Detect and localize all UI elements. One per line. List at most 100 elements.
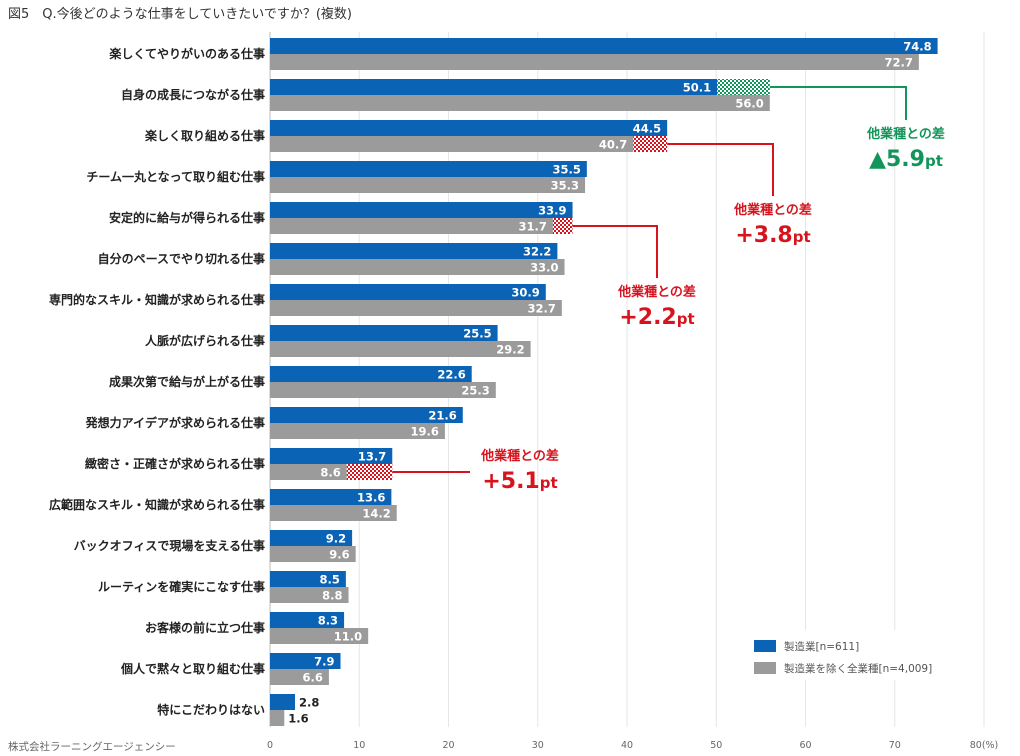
bar-all-industries: [270, 136, 634, 152]
value-label-manufacturing: 50.1: [683, 81, 711, 95]
value-label-manufacturing: 9.2: [326, 532, 346, 546]
bar-manufacturing: [270, 653, 341, 669]
difference-hatch: [346, 464, 393, 480]
value-label-manufacturing: 13.7: [358, 450, 386, 464]
category-label: 人脈が広げられる仕事: [145, 333, 265, 348]
annotation-title: 他業種との差: [480, 448, 559, 464]
bar-manufacturing: [270, 325, 498, 341]
value-label-manufacturing: 30.9: [511, 286, 539, 300]
value-label-all-industries: 9.6: [329, 548, 349, 562]
legend-swatch: [754, 662, 776, 674]
value-label-manufacturing: 44.5: [633, 122, 661, 136]
category-label: 緻密さ・正確さが求められる仕事: [85, 456, 265, 471]
category-labels: 楽しくてやりがいのある仕事自身の成長につながる仕事楽しく取り組める仕事チーム一丸…: [49, 46, 265, 717]
value-label-all-industries: 33.0: [530, 261, 558, 275]
value-label-manufacturing: 21.6: [428, 409, 456, 423]
legend-box: [746, 630, 956, 680]
value-label-all-industries: 11.0: [334, 630, 362, 644]
bar-all-industries: [270, 382, 496, 398]
value-label-manufacturing: 7.9: [314, 655, 334, 669]
annotation-difference: ▲5.9pt: [869, 147, 943, 172]
value-label-all-industries: 40.7: [599, 138, 627, 152]
x-tick-label: 0: [267, 740, 273, 751]
value-label-all-industries: 56.0: [735, 97, 763, 111]
value-label-all-industries: 8.6: [320, 466, 340, 480]
annotation-title: 他業種との差: [733, 202, 812, 218]
chart-title: 図5 Q.今後どのような仕事をしていきたいですか？(複数): [8, 6, 352, 22]
category-label: 自身の成長につながる仕事: [121, 87, 265, 102]
category-label: 特にこだわりはない: [157, 702, 265, 717]
value-labels: 74.8 72.7 50.1 56.0 44.5 40.7 35.5 35.3 33.9 31.7…: [288, 40, 931, 726]
value-label-all-industries: 25.3: [461, 384, 489, 398]
bar-manufacturing: [270, 243, 558, 259]
value-label-manufacturing: 8.5: [319, 573, 339, 587]
annotation-title: 他業種との差: [617, 284, 696, 300]
bar-all-industries: [270, 218, 553, 234]
bar-manufacturing: [270, 407, 463, 423]
category-label: 発想力アイデアが求められる仕事: [85, 415, 265, 430]
legend: 製造業[n=611] 製造業を除く全業種[n=4,009]: [746, 630, 956, 680]
annotation-difference: +5.1pt: [482, 469, 557, 494]
x-tick-label: 50: [710, 740, 722, 751]
value-label-all-industries: 6.6: [303, 671, 323, 685]
bar-all-industries: [270, 341, 531, 357]
source-credit: 株式会社ラーニングエージェンシー: [8, 740, 176, 753]
x-tick-label: 20: [442, 740, 454, 751]
value-label-all-industries: 31.7: [519, 220, 547, 234]
value-label-all-industries: 8.8: [322, 589, 342, 603]
category-label: お客様の前に立つ仕事: [145, 620, 265, 635]
bar-manufacturing: [270, 120, 668, 136]
value-label-all-industries: 19.6: [411, 425, 439, 439]
bar-manufacturing: [270, 571, 346, 587]
bar-manufacturing: [270, 38, 938, 54]
value-label-manufacturing: 33.9: [538, 204, 566, 218]
bar-manufacturing: [270, 366, 472, 382]
bar-all-industries: [270, 710, 285, 726]
annotation-leader-line: [572, 225, 658, 278]
category-label: チーム一丸となって取り組む仕事: [86, 169, 265, 184]
x-axis-ticks: 0 10 20 30 40 50 60 70 80(%): [267, 740, 998, 751]
bar-all-industries: [270, 546, 356, 562]
value-label-all-industries: 14.2: [362, 507, 390, 521]
annotations: 他業種との差 ▲5.9pt 他業種との差 +3.8pt 他業種との差 +2.2pt 他業種と…: [392, 86, 945, 494]
bar-manufacturing: [270, 694, 295, 710]
annotation-title: 他業種との差: [866, 126, 945, 142]
category-label: バックオフィスで現場を支える仕事: [74, 538, 265, 553]
legend-label: 製造業を除く全業種[n=4,009]: [784, 662, 932, 675]
x-tick-label: 80(%): [970, 740, 999, 751]
bar-manufacturing: [270, 202, 573, 218]
value-label-manufacturing: 32.2: [523, 245, 551, 259]
category-label: 自分のペースでやり切れる仕事: [98, 251, 265, 266]
bar-all-industries: [270, 95, 770, 111]
bars: [270, 38, 938, 726]
x-tick-label: 70: [889, 740, 901, 751]
bar-all-industries: [270, 259, 565, 275]
x-tick-label: 60: [799, 740, 811, 751]
bar-manufacturing: [270, 489, 392, 505]
value-label-all-industries: 72.7: [884, 56, 912, 70]
x-tick-label: 40: [621, 740, 633, 751]
bar-all-industries: [270, 177, 586, 193]
difference-hatch: [633, 136, 668, 152]
value-label-all-industries: 1.6: [288, 712, 308, 726]
bar-manufacturing: [270, 284, 546, 300]
difference-hatch: [717, 79, 770, 95]
bar-manufacturing: [270, 79, 718, 95]
category-label: 専門的なスキル・知識が求められる仕事: [49, 292, 265, 307]
bar-all-industries: [270, 423, 445, 439]
legend-swatch: [754, 640, 776, 652]
difference-hatch: [552, 218, 573, 234]
annotation-difference: +2.2pt: [619, 305, 694, 330]
value-label-manufacturing: 13.6: [357, 491, 385, 505]
x-tick-label: 30: [532, 740, 544, 751]
annotation-difference: +3.8pt: [735, 223, 810, 248]
category-label: 安定的に給与が得られる仕事: [109, 210, 265, 225]
bar-manufacturing: [270, 161, 587, 177]
bar-manufacturing: [270, 448, 393, 464]
bar-manufacturing: [270, 530, 353, 546]
value-label-manufacturing: 74.8: [903, 40, 931, 54]
category-label: 広範囲なスキル・知識が求められる仕事: [49, 497, 265, 512]
category-label: 成果次第で給与が上がる仕事: [109, 374, 265, 389]
value-label-manufacturing: 2.8: [299, 696, 319, 710]
bar-all-industries: [270, 669, 329, 685]
